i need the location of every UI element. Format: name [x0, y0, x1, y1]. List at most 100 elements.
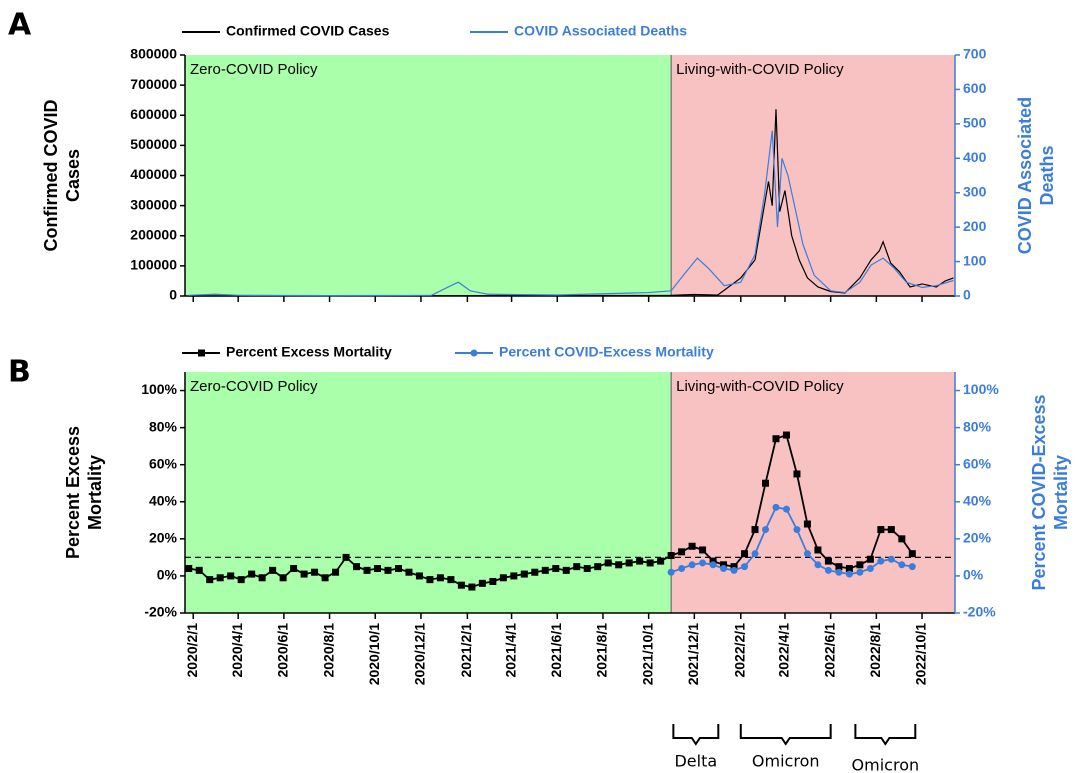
y-tick-label: 100000: [130, 257, 177, 273]
marker: [478, 579, 486, 587]
x-tick-label: 2020/12/1: [412, 623, 428, 685]
marker: [887, 526, 895, 534]
policy-region: [185, 372, 672, 613]
legend-label: COVID Associated Deaths: [514, 23, 687, 39]
policy-region: [671, 372, 955, 613]
marker: [908, 563, 916, 571]
marker: [898, 561, 906, 569]
marker: [300, 570, 308, 578]
marker: [583, 565, 591, 573]
y-tick-label: 800000: [130, 46, 177, 62]
period-label: Omicron: [852, 756, 920, 773]
legend-label: Percent Excess Mortality: [226, 344, 392, 360]
y-tick-label: 80%: [149, 418, 178, 434]
panel-letter: B: [8, 355, 31, 390]
marker: [803, 550, 811, 558]
marker: [594, 563, 602, 571]
y-tick-label: 600000: [130, 106, 177, 122]
marker: [856, 561, 864, 569]
marker: [290, 565, 298, 573]
series-line: [188, 130, 954, 297]
policy-region: [185, 55, 672, 296]
period-bracket: [854, 724, 917, 746]
x-tick-label: 2020/10/1: [366, 623, 382, 685]
y-axis-title: Percent Excess: [63, 426, 83, 559]
marker: [636, 557, 644, 565]
y2-tick-label: 400: [963, 149, 987, 165]
x-tick-label: 2020/8/1: [320, 623, 336, 678]
y-tick-label: 200000: [130, 226, 177, 242]
marker: [552, 565, 560, 573]
marker: [489, 577, 497, 585]
y2-axis-title: Deaths: [1037, 145, 1057, 205]
policy-region: [671, 55, 955, 296]
marker: [866, 565, 874, 573]
marker: [415, 572, 423, 580]
y-tick-label: 700000: [130, 76, 177, 92]
x-tick-label: 2022/8/1: [867, 623, 883, 678]
marker: [772, 435, 780, 443]
marker: [436, 574, 444, 582]
marker: [321, 574, 329, 582]
period-bracket: [739, 724, 832, 746]
legend-label: Confirmed COVID Cases: [226, 23, 390, 39]
y2-tick-label: -20%: [963, 604, 996, 620]
x-tick-label: 2021/12/1: [685, 623, 701, 685]
y2-tick-label: 40%: [963, 492, 992, 508]
marker: [856, 568, 864, 576]
legend-marker: [198, 349, 205, 357]
marker: [761, 526, 769, 534]
marker: [835, 568, 843, 576]
y2-tick-label: 80%: [963, 418, 992, 434]
marker: [814, 561, 822, 569]
marker: [195, 566, 203, 574]
marker: [782, 431, 790, 439]
marker: [468, 583, 476, 591]
marker: [908, 550, 916, 558]
marker: [803, 520, 811, 528]
marker: [835, 563, 843, 571]
marker: [709, 561, 717, 569]
marker: [447, 576, 455, 584]
marker: [646, 559, 654, 567]
marker: [457, 581, 465, 589]
marker: [741, 550, 749, 558]
marker: [342, 553, 350, 561]
marker: [824, 566, 832, 574]
period-label: Omicron: [752, 752, 820, 771]
x-tick-label: 2022/4/1: [776, 623, 792, 678]
marker: [499, 574, 507, 582]
series-line: [188, 109, 954, 297]
panel-letter: A: [8, 8, 32, 43]
marker: [678, 548, 686, 556]
region-label: Living-with-COVID Policy: [676, 61, 844, 78]
marker: [741, 563, 749, 571]
marker: [625, 559, 633, 567]
marker: [237, 576, 245, 584]
y2-tick-label: 100: [963, 252, 987, 268]
y-tick-label: 300000: [130, 196, 177, 212]
marker: [667, 568, 675, 576]
x-tick-label: 2020/4/1: [229, 623, 245, 678]
marker: [206, 576, 214, 584]
marker: [751, 550, 759, 558]
marker: [531, 568, 539, 576]
y2-tick-label: 200: [963, 218, 987, 234]
marker: [248, 570, 256, 578]
y2-tick-label: 60%: [963, 455, 992, 471]
marker: [541, 566, 549, 574]
marker: [793, 526, 801, 534]
y-tick-label: 40%: [149, 492, 178, 508]
marker: [699, 559, 707, 567]
marker: [615, 561, 623, 569]
y-axis-title: Cases: [63, 149, 83, 202]
x-tick-label: 2021/2/1: [458, 623, 474, 678]
marker: [887, 555, 895, 563]
marker: [709, 557, 717, 565]
y-tick-label: -20%: [144, 604, 177, 620]
marker: [720, 561, 728, 569]
marker: [374, 565, 381, 573]
region-label: Zero-COVID Policy: [190, 378, 318, 395]
period-bracket: [672, 724, 720, 746]
